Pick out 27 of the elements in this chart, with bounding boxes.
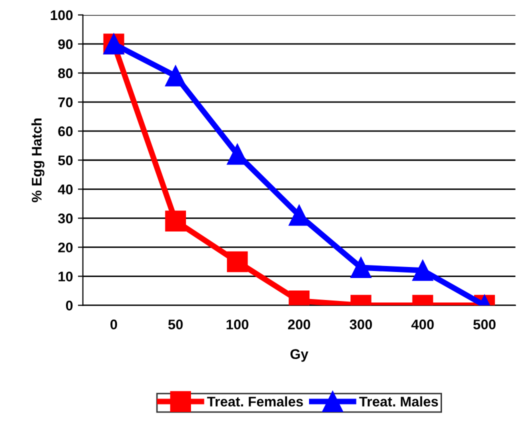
y-tick-label: 60 <box>58 126 73 136</box>
point <box>412 260 434 281</box>
x-tick-label: 500 <box>473 320 496 330</box>
x-axis-title: Gy <box>290 349 308 362</box>
point <box>165 210 186 232</box>
point <box>350 257 372 278</box>
y-tick-label: 30 <box>58 214 73 224</box>
legend-label: Treat. Males <box>359 396 438 407</box>
x-tick-label: 200 <box>288 320 310 330</box>
y-tick-label: 10 <box>58 272 73 282</box>
x-tick-label: 100 <box>226 320 248 330</box>
y-tick-label: 70 <box>58 97 73 108</box>
y-tick-label: 0 <box>66 300 73 310</box>
y-tick-label: 90 <box>58 39 73 50</box>
legend-label: Treat. Females <box>207 396 303 407</box>
y-tick-label: 80 <box>58 68 73 78</box>
y-tick-label: 50 <box>58 155 73 166</box>
y-axis-title: % Egg Hatch <box>31 118 44 202</box>
x-tick-label: 400 <box>411 320 434 330</box>
point <box>226 251 248 272</box>
x-tick-label: 0 <box>110 320 118 330</box>
y-tick-label: 100 <box>50 10 73 20</box>
x-tick-label: 300 <box>350 320 372 330</box>
y-tick-label: 20 <box>58 242 73 252</box>
point <box>165 66 186 86</box>
x-tick-label: 50 <box>168 320 183 330</box>
y-tick-label: 40 <box>58 184 73 194</box>
